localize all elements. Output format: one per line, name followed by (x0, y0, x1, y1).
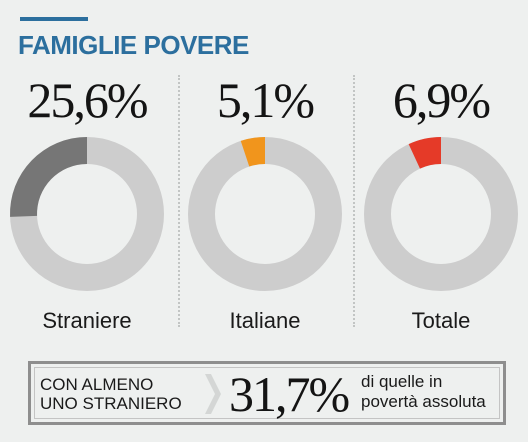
donut-track-totale (364, 137, 518, 291)
callout-value: 31,7% (229, 366, 350, 422)
donut-straniere (10, 137, 164, 291)
donut-track-italiane (188, 137, 342, 291)
callout-note: di quelle in povertà assoluta (361, 372, 511, 412)
chevron-right-icon (205, 374, 221, 414)
callout-box: CON ALMENO UNO STRANIERO 31,7% di quelle… (28, 361, 506, 425)
title-accent-bar (20, 17, 88, 21)
callout-label: CON ALMENO UNO STRANIERO (40, 375, 215, 413)
donut-segment-straniere (10, 137, 87, 217)
donut-italiane (188, 137, 342, 291)
value-label-straniere: 25,6% (27, 72, 148, 128)
chart-title: FAMIGLIE POVERE (18, 30, 249, 60)
value-label-italiane: 5,1% (216, 72, 315, 128)
column-totale: 6,9% Totale (356, 72, 526, 334)
callout-inner-frame (34, 367, 500, 419)
donut-totale (364, 137, 518, 291)
category-label-totale: Totale (411, 308, 471, 333)
callout-label-line2: UNO STRANIERO (40, 394, 182, 413)
callout-note-line2: povertà assoluta (361, 392, 486, 411)
category-label-straniere: Straniere (42, 308, 132, 333)
column-straniere: 25,6% Straniere (2, 72, 172, 334)
column-italiane: 5,1% Italiane (180, 72, 350, 334)
callout-label-line1: CON ALMENO (40, 375, 154, 394)
value-label-totale: 6,9% (392, 72, 491, 128)
callout-note-line1: di quelle in (361, 372, 443, 391)
column-separator (178, 75, 180, 327)
category-label-italiane: Italiane (229, 308, 301, 333)
donut-segment-italiane (240, 137, 265, 167)
column-separator (353, 75, 355, 327)
donut-segment-totale (408, 137, 441, 169)
